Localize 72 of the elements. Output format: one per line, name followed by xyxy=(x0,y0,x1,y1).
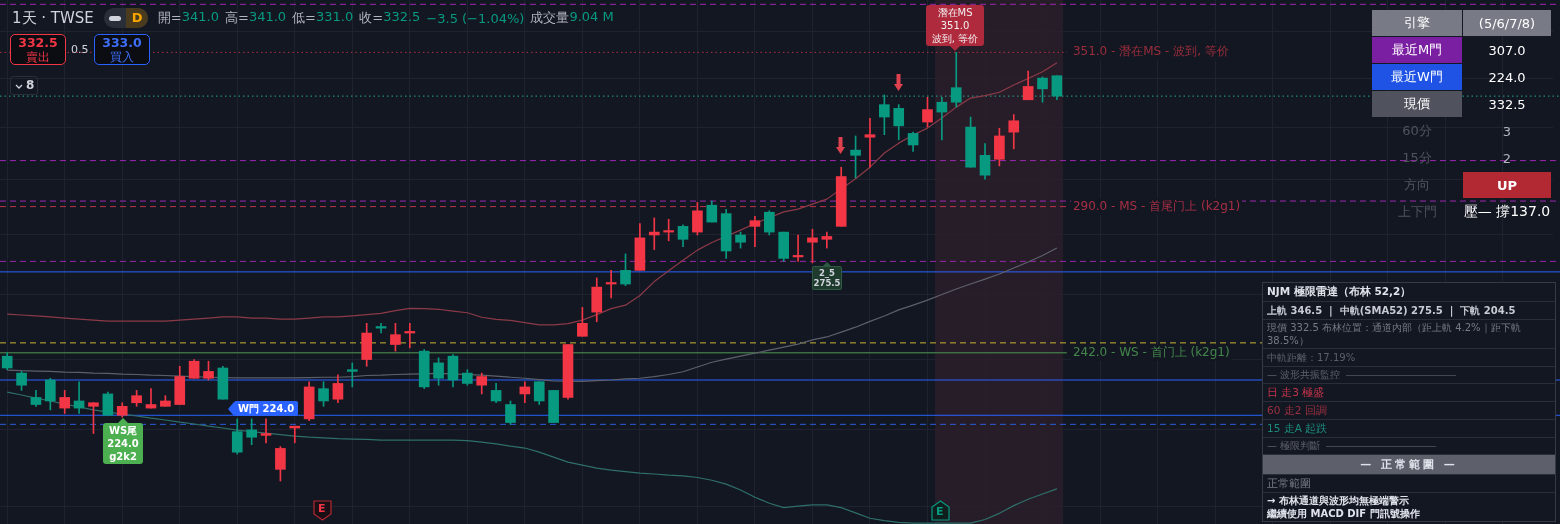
annotation: WS尾 224.0 g2k2 xyxy=(103,423,143,464)
collapse-button: 8 xyxy=(10,76,38,95)
annotation: 307.0 xyxy=(1488,42,1526,58)
annotation: 最近W門 xyxy=(1391,68,1443,86)
annotation: 332.5 xyxy=(1488,96,1526,112)
table-cell: 引擎 xyxy=(1372,10,1462,36)
candlestick xyxy=(404,322,416,349)
annotation: 賣出 xyxy=(26,49,50,64)
annotation: 331.0 xyxy=(316,9,354,26)
annotation: 2 xyxy=(1502,150,1512,166)
annotation: → 布林通道與波形均無極端警示 xyxy=(1267,494,1409,507)
annotation: 15分 xyxy=(1402,149,1432,167)
annotation: 開= xyxy=(157,9,182,27)
annotation: E xyxy=(318,502,326,516)
annotation: D xyxy=(131,10,143,26)
annotation: 現價 xyxy=(1404,95,1430,113)
annotation: 15 走A 起跌 xyxy=(1267,421,1328,436)
table-cell: — 正常範圍 — xyxy=(1263,455,1555,475)
candlestick xyxy=(864,117,876,168)
annotation: 正常範圍 xyxy=(1267,476,1311,491)
annotation: 潛在MS 351.0 波到, 等价 xyxy=(926,5,984,46)
annotation: E xyxy=(936,505,944,519)
ref-line-label: 290.0 - MS - 首尾门上 (k2g1) xyxy=(1072,198,1241,213)
annotation: 方向 xyxy=(1404,176,1430,194)
annotation: 收= xyxy=(359,9,384,27)
table-cell: 最近M門 xyxy=(1372,37,1462,63)
annotation: 引擎 xyxy=(1404,14,1430,32)
annotation: 0.5 xyxy=(71,43,89,56)
annotation: 332.5 xyxy=(18,34,58,50)
pill-toggle: D xyxy=(103,8,148,28)
sell-button: 332.5 賣出 xyxy=(10,34,66,65)
annotation: 繼續使用 MACD DIF 門訊號操作 xyxy=(1267,507,1420,520)
table-cell: (5/6/7/8) xyxy=(1463,10,1551,36)
ref-line-label: 351.0 - 潛在MS - 波到, 等价 xyxy=(1072,44,1229,59)
annotation: 日 走3 極盛 xyxy=(1267,385,1325,400)
annotation: UP xyxy=(1496,177,1518,193)
annotation: 2_5 275.5 xyxy=(812,266,842,290)
annotation: 8 xyxy=(26,78,35,93)
annotation: 3 xyxy=(1502,123,1512,139)
buy-button: 333.0 買入 xyxy=(94,34,150,65)
annotation: 壓— 撐137.0 xyxy=(1463,203,1551,221)
annotation: 9.04 M xyxy=(569,9,614,26)
annotation: 1天 · TWSE xyxy=(12,8,94,28)
annotation: −3.5 (−1.04%) xyxy=(426,10,525,26)
annotation: 60分 xyxy=(1402,122,1432,140)
annotation: 高= xyxy=(224,9,249,27)
annotation: 買入 xyxy=(110,49,134,64)
table-cell: UP xyxy=(1463,172,1551,198)
annotation: — 波形共振監控 xyxy=(1267,368,1457,382)
annotation: 上下門 xyxy=(1397,203,1437,221)
annotation: 333.0 xyxy=(102,34,142,50)
annotation: 低= xyxy=(292,9,316,27)
annotation: (5/6/7/8) xyxy=(1478,15,1536,31)
annotation: 224.0 xyxy=(1488,69,1526,85)
annotation: 現價 332.5 布林位置：通道內部（距上軌 4.2%｜距下軌 38.5%） xyxy=(1267,321,1522,347)
candlestick xyxy=(749,216,761,247)
table-cell: 最近W門 xyxy=(1372,64,1462,90)
annotation: 上軌 346.5 | 中軌(SMA52) 275.5 | 下軌 204.5 xyxy=(1267,303,1516,318)
annotation: 60 走2 回調 xyxy=(1267,403,1327,418)
ref-line-label: 242.0 - WS - 首门上 (k2g1) xyxy=(1072,344,1230,359)
annotation: NJM 極限雷達（布林 52,2） xyxy=(1267,285,1412,299)
annotation: — 正常範圍 — xyxy=(1360,457,1458,472)
annotation: 341.0 xyxy=(181,9,219,26)
candlestick xyxy=(346,362,358,388)
annotation: 最近M門 xyxy=(1391,41,1443,59)
annotation: 332.5 xyxy=(383,9,421,26)
annotation: 成交量 xyxy=(530,9,570,27)
annotation: 341.0 xyxy=(248,9,287,26)
annotation: W門 224.0 xyxy=(234,401,299,416)
annotation: — 極限判斷 xyxy=(1267,439,1437,453)
table-cell: 現價 xyxy=(1372,91,1462,117)
candlestick xyxy=(260,418,272,444)
